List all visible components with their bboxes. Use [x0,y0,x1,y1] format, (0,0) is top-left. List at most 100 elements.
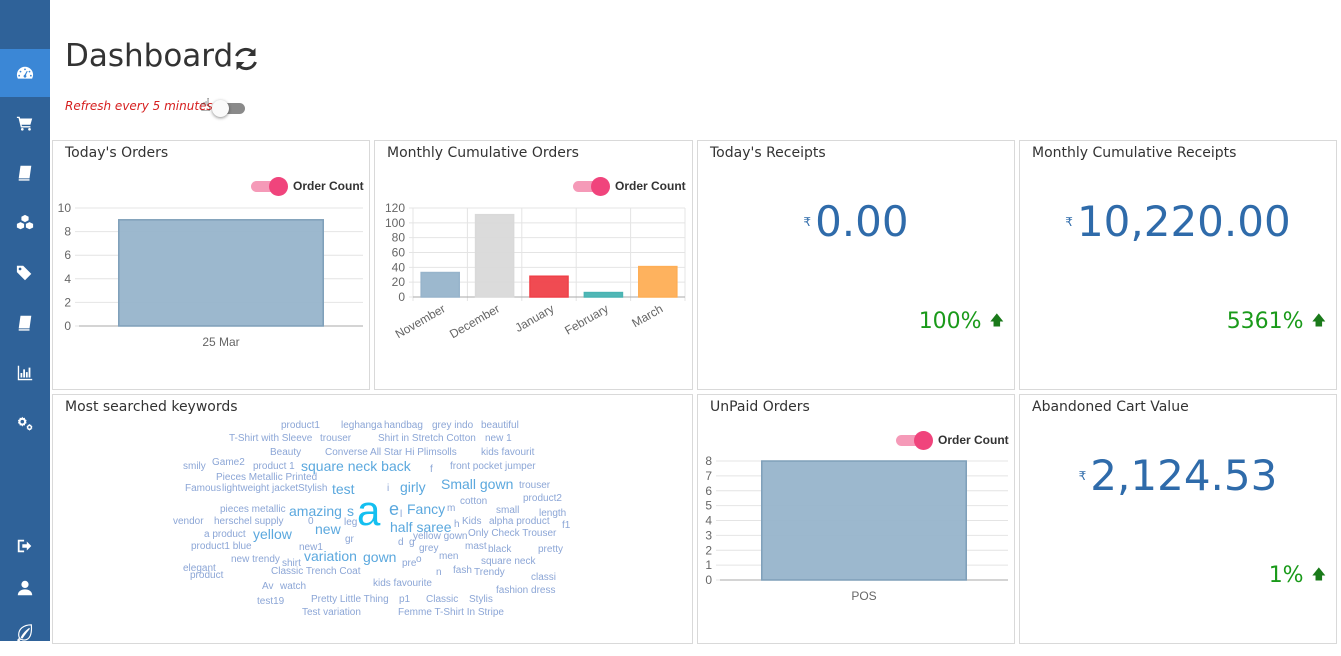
keyword-item[interactable]: Pieces Metallic Printed [216,472,318,483]
keyword-item[interactable]: yellow gown [413,531,468,542]
keyword-item[interactable]: a [357,487,381,534]
sidebar-item-products[interactable] [0,199,50,247]
sidebar-item-reports[interactable] [0,349,50,397]
keyword-item[interactable]: product1 blue [191,541,252,552]
keyword-item[interactable]: Femme T-Shirt In Stripe [398,607,504,618]
keyword-item[interactable]: square neck [481,556,536,567]
keyword-item[interactable]: e [389,499,400,519]
keyword-item[interactable]: Av [262,581,274,592]
keyword-item[interactable]: pretty [538,544,564,555]
keyword-item[interactable]: smily [183,461,206,472]
keyword-item[interactable]: girly [400,479,426,495]
keyword-item[interactable]: gr [345,534,354,545]
sidebar-item-tags[interactable] [0,249,50,297]
keyword-item[interactable]: Stylish [298,483,328,494]
keyword-item[interactable]: leg [344,517,358,528]
keyword-item[interactable]: gown [363,549,397,565]
keyword-item[interactable]: square neck back [301,458,411,474]
keyword-item[interactable]: small [496,505,520,516]
keyword-item[interactable]: elegant [183,563,216,574]
keyword-item[interactable]: test19 [257,596,285,607]
keyword-item[interactable]: h [454,519,460,530]
keyword-item[interactable]: yellow [253,526,292,542]
keyword-item[interactable]: Pretty Little Thing [311,594,389,605]
keyword-item[interactable]: g [409,537,415,548]
keyword-item[interactable]: f [430,464,433,475]
keyword-item[interactable]: length [539,508,567,519]
keyword-item[interactable]: p1 [399,594,411,605]
keyword-item[interactable]: T-Shirt with Sleeve [229,433,313,444]
keyword-item[interactable]: 0 [308,516,314,527]
keyword-item[interactable]: product 1 [253,461,295,472]
keyword-item[interactable]: half saree [390,519,452,535]
keyword-item[interactable]: Famous [185,483,222,494]
keyword-item[interactable]: Beauty [270,447,302,458]
legend-order-count[interactable]: Order Count [573,177,686,196]
sidebar-item-profile[interactable] [0,564,50,612]
keyword-item[interactable]: black [488,544,512,555]
keyword-item[interactable]: Converse All Star Hi Plimsolls [325,447,457,458]
keyword-item[interactable]: Only Check Trouser [468,528,557,539]
keyword-item[interactable]: handbag [384,420,423,431]
auto-refresh-toggle[interactable] [212,100,245,117]
keyword-item[interactable]: trouser [519,480,551,491]
keyword-item[interactable]: Trendy [474,567,505,578]
keyword-item[interactable]: new1 [299,542,323,553]
keyword-item[interactable]: trouser [320,433,352,444]
legend-order-count[interactable]: Order Count [251,177,364,196]
keyword-item[interactable]: Stylis [469,594,493,605]
keyword-item[interactable]: new [315,521,341,537]
keyword-item[interactable]: n [436,567,442,578]
keyword-item[interactable]: variation [304,548,357,564]
keyword-item[interactable]: grey indo [432,420,474,431]
keyword-item[interactable]: fash [453,565,472,576]
keyword-item[interactable]: product2 [523,493,562,504]
keyword-item[interactable]: m [447,503,456,514]
keyword-item[interactable]: Kids [462,516,482,527]
keyword-item[interactable]: product [190,570,224,581]
keyword-item[interactable]: kids favourit [481,447,535,458]
keyword-item[interactable]: mast [465,541,487,552]
keyword-item[interactable]: kids favourite [373,578,432,589]
keyword-item[interactable]: d [398,537,404,548]
keyword-item[interactable]: alpha product [489,516,550,527]
sidebar-item-pages[interactable] [0,299,50,347]
sidebar-item-logout[interactable] [0,522,50,570]
keyword-item[interactable]: new trendy [231,554,280,565]
keyword-item[interactable]: i [387,483,390,494]
keyword-item[interactable]: Classic Trench Coat [271,566,361,577]
keyword-item[interactable]: new 1 [485,433,512,444]
keyword-item[interactable]: beautiful [481,420,519,431]
keyword-item[interactable]: Classic [426,594,459,605]
sidebar-item-brand[interactable] [0,608,50,656]
keyword-item[interactable]: Fancy [407,501,446,517]
keyword-item[interactable]: f1 [562,520,571,531]
keyword-item[interactable]: classi [531,572,557,583]
keyword-item[interactable]: s [347,503,354,519]
sidebar-item-catalog[interactable] [0,149,50,197]
keyword-item[interactable]: cotton [460,496,488,507]
refresh-icon[interactable] [232,45,260,73]
keyword-item[interactable]: vendor [173,516,204,527]
sidebar-item-dashboard[interactable] [0,49,50,97]
legend-order-count[interactable]: Order Count [896,431,1009,450]
keyword-item[interactable]: watch [280,581,307,592]
keyword-item[interactable]: fashion dress [496,585,556,596]
keyword-item[interactable]: Test variation [302,607,361,618]
keyword-item[interactable]: o [416,554,422,565]
keyword-item[interactable]: pieces metallic [220,504,286,515]
keyword-item[interactable]: front pocket jumper [450,461,536,472]
keyword-item[interactable]: leghanga [341,420,383,431]
keyword-item[interactable]: shirt [282,558,301,569]
sidebar-item-settings[interactable] [0,399,50,447]
keyword-item[interactable]: Shirt in Stretch Cotton [378,433,476,444]
keyword-item[interactable]: Game2 [212,457,245,468]
keyword-item[interactable]: Small gown [441,476,514,492]
keyword-item[interactable]: grey [419,543,439,554]
keyword-item[interactable]: l [400,509,403,520]
keyword-item[interactable]: men [439,551,459,562]
keyword-item[interactable]: amazing [289,503,342,519]
keyword-item[interactable]: herschel supply [214,516,284,527]
keyword-item[interactable]: pre [402,558,417,569]
sidebar-item-orders[interactable] [0,99,50,147]
